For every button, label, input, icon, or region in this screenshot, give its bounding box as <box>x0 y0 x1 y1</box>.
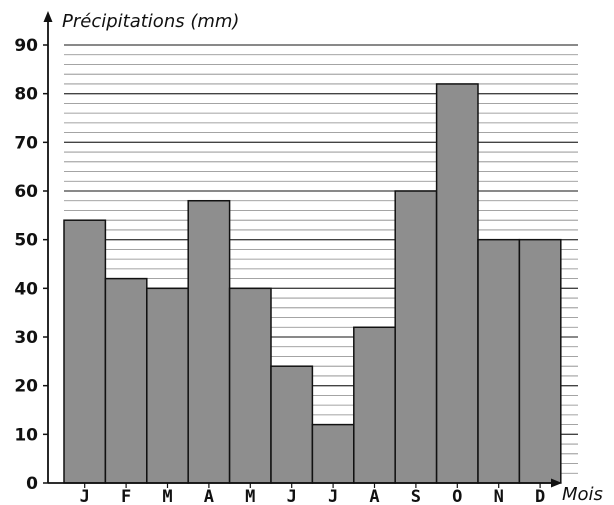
x-tick-label: J <box>328 487 338 505</box>
bar <box>311 423 355 484</box>
bar <box>63 219 107 484</box>
y-axis-title: Précipitations (mm) <box>62 11 239 32</box>
x-axis-arrow <box>551 478 562 488</box>
y-tick-labels: 0 10 20 30 40 50 60 70 80 90 <box>14 36 48 494</box>
bar <box>394 190 438 484</box>
bar <box>270 365 314 484</box>
x-tick-label: D <box>535 487 545 505</box>
y-tick-label: 90 <box>14 36 38 56</box>
y-tick-label: 30 <box>14 328 38 348</box>
x-tick-label: A <box>204 487 214 505</box>
bar <box>228 287 272 484</box>
x-tick-label: O <box>452 487 462 505</box>
y-tick-label: 10 <box>14 425 38 445</box>
x-tick-label: M <box>162 487 172 505</box>
bar <box>187 199 231 484</box>
x-tick-label: J <box>80 487 90 505</box>
axes <box>43 11 562 488</box>
x-tick-label: S <box>411 487 421 505</box>
y-tick-label: 50 <box>14 231 38 251</box>
y-tick-label: 80 <box>14 85 38 105</box>
bar <box>477 238 521 484</box>
bar <box>518 238 562 484</box>
bar <box>435 83 479 484</box>
x-tick-label: J <box>287 487 297 505</box>
x-tick-label: N <box>494 487 504 505</box>
y-tick-label: 20 <box>14 377 38 397</box>
x-tick-label: M <box>245 487 255 505</box>
y-tick-label: 60 <box>14 182 38 202</box>
bar <box>104 277 148 484</box>
y-tick-label: 70 <box>14 133 38 153</box>
bar <box>353 326 396 484</box>
bars <box>63 83 562 484</box>
x-tick-label: F <box>121 487 131 505</box>
y-axis-arrow <box>43 11 53 22</box>
y-tick-label: 40 <box>14 279 38 299</box>
y-tick-label: 0 <box>26 474 38 494</box>
x-axis-title: Mois <box>562 484 603 505</box>
bar <box>146 287 189 484</box>
x-tick-label: A <box>369 487 379 505</box>
